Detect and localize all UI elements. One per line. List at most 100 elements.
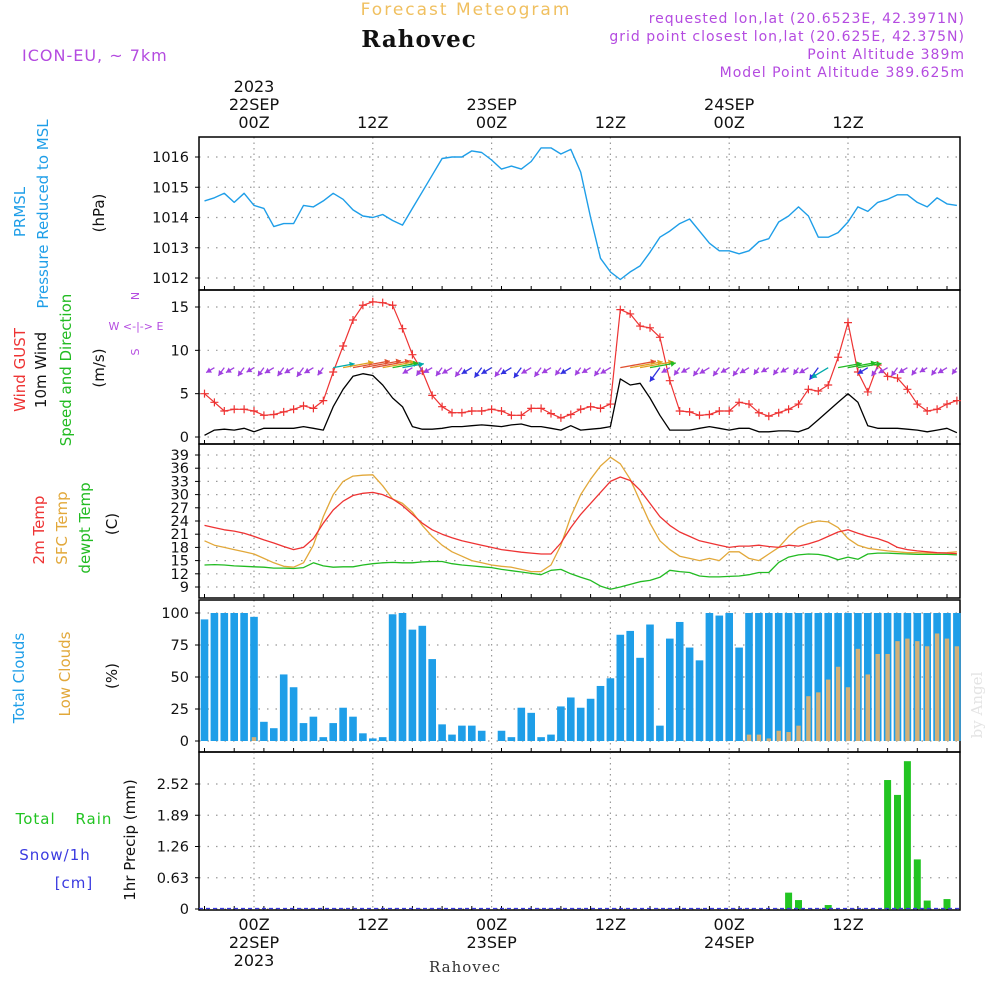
total-clouds-bar	[685, 647, 694, 741]
wind-10m-line	[204, 373, 958, 436]
rain-bar	[785, 892, 793, 909]
time-label: 00Z	[476, 113, 507, 132]
total-clouds-bar	[537, 737, 545, 741]
gust-marker	[685, 407, 694, 416]
direction-arrow	[753, 367, 760, 376]
total-clouds-bar	[388, 614, 397, 741]
direction-arrow	[402, 361, 425, 369]
y-tick-label: 100	[161, 606, 189, 622]
gust-marker	[735, 398, 744, 407]
time-label: 23SEP	[466, 95, 517, 114]
gust-marker	[428, 391, 437, 400]
rain-bar	[913, 859, 921, 909]
total-clouds-bar	[468, 725, 476, 741]
gust-marker	[566, 410, 575, 419]
y-tick-label: 27	[171, 501, 189, 517]
y-tick-label: 15	[171, 300, 189, 316]
y-tick-label: 1012	[152, 271, 189, 287]
direction-arrow	[435, 367, 443, 377]
pressure-panel: 1012 1013 1014 1015 1016	[152, 136, 961, 291]
gust-marker	[695, 411, 704, 420]
temp-dewpoint-label: dewpt Temp	[76, 482, 94, 573]
total-clouds-bar	[279, 674, 288, 741]
gust-marker	[715, 407, 724, 415]
dewpoint-line	[204, 552, 957, 590]
direction-arrow	[673, 367, 681, 376]
total-clouds-bar	[646, 624, 654, 741]
total-clouds-bar	[438, 724, 446, 741]
y-tick-label: 0	[180, 734, 189, 750]
direction-arrow	[473, 367, 483, 378]
direction-arrow	[661, 367, 671, 374]
total-clouds-bar	[458, 725, 466, 741]
snow-label: Snow/1h	[19, 846, 91, 864]
y-tick-label: 18	[171, 540, 189, 556]
gust-marker	[487, 405, 496, 414]
prmsl-label: PRMSL	[11, 186, 29, 237]
direction-arrow	[649, 360, 676, 369]
total-clouds-bar	[656, 725, 664, 741]
time-label: 12Z	[357, 915, 388, 934]
y-tick-label: 1.26	[157, 840, 189, 856]
total-clouds-bar	[428, 659, 436, 741]
time-label: 22SEP	[229, 95, 280, 114]
total-clouds-bar	[715, 615, 724, 741]
total-clouds-bar	[804, 613, 813, 741]
total-clouds-bar	[567, 697, 575, 741]
total-clouds-bar	[586, 698, 595, 741]
temp-sfc-label: SFC Temp	[53, 491, 71, 564]
gust-marker	[527, 404, 536, 413]
direction-arrow	[699, 367, 710, 375]
gust-marker	[923, 407, 932, 415]
compass-north: N	[129, 292, 142, 300]
low-clouds-bar	[934, 633, 940, 741]
gust-marker	[794, 400, 803, 409]
direction-arrow	[217, 367, 225, 377]
gust-marker	[636, 322, 645, 331]
time-label: 12Z	[595, 915, 626, 934]
y-tick-label: 9	[180, 580, 189, 596]
low-clouds-label: Low Clouds	[56, 631, 74, 716]
rain-bar	[903, 761, 911, 909]
total-clouds-bar	[517, 707, 526, 741]
total-clouds-bar	[408, 629, 417, 741]
time-label: 12Z	[595, 113, 626, 132]
low-clouds-bar	[776, 730, 781, 741]
low-clouds-bar	[865, 674, 870, 741]
gust-marker	[754, 408, 763, 417]
gust-marker	[210, 398, 219, 407]
y-tick-label: 21	[171, 527, 189, 543]
time-label: 00Z	[714, 113, 745, 132]
direction-arrow	[720, 367, 730, 374]
direction-arrow	[581, 367, 591, 374]
rain-bar	[923, 900, 931, 909]
total-clouds-bar	[844, 613, 852, 741]
direction-arrow	[898, 367, 908, 374]
total-clouds-bar	[784, 613, 793, 741]
total-clouds-bar	[319, 737, 328, 741]
y-tick-label: 33	[171, 474, 189, 490]
direction-arrow	[513, 367, 522, 379]
y-tick-label: 12	[171, 567, 189, 583]
rain-bar	[824, 905, 832, 909]
gust-marker	[378, 298, 387, 307]
gust-marker	[705, 410, 714, 419]
total-clouds-bar	[309, 716, 318, 741]
gust-marker	[844, 318, 852, 327]
low-clouds-bar	[826, 679, 831, 741]
direction-arrow	[454, 367, 463, 378]
gust-marker	[626, 309, 635, 318]
direction-arrow	[799, 367, 809, 374]
direction-arrow	[500, 367, 512, 375]
gust-marker	[517, 411, 526, 420]
direction-arrow	[461, 367, 473, 375]
direction-arrow	[237, 367, 245, 377]
time-label: 00Z	[476, 915, 507, 934]
direction-arrow	[441, 367, 453, 375]
total-clouds-bar	[824, 613, 832, 741]
gust-marker	[467, 407, 476, 415]
location-title: Rahovec	[361, 26, 477, 53]
total-clouds-bar	[557, 706, 565, 741]
direction-arrow	[681, 367, 690, 374]
gust-marker	[784, 405, 793, 414]
